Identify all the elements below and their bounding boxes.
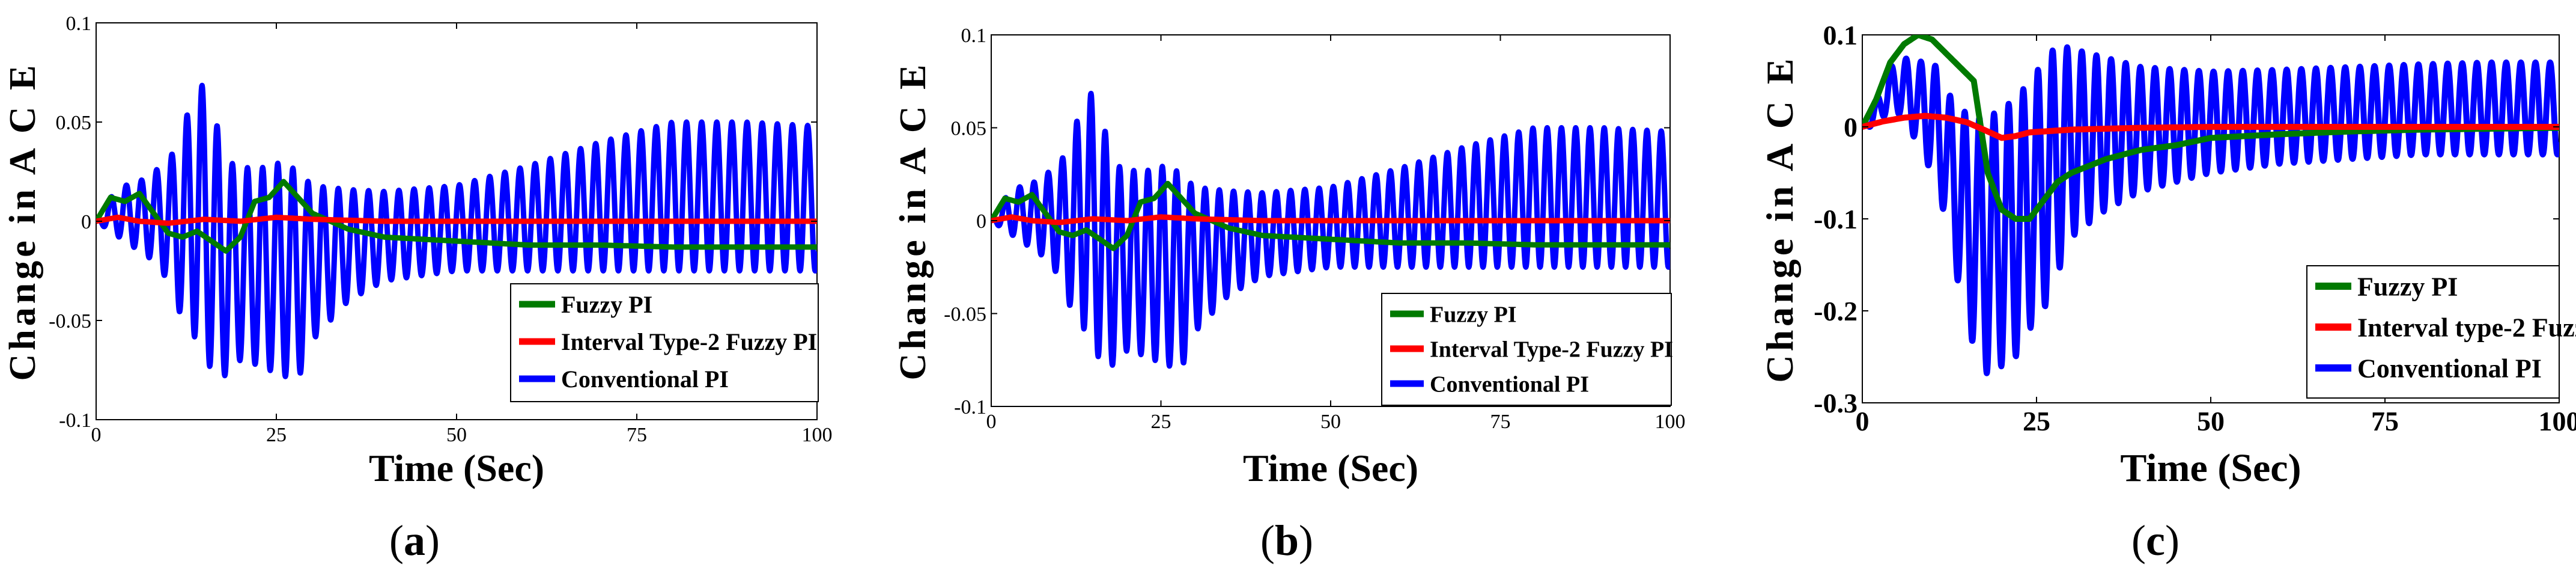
y-tick-label: -0.05 xyxy=(944,304,986,326)
legend-label: Interval type-2 Fuzzy PI xyxy=(2357,313,2576,342)
chart-panel-a: 0 25 50 75 100 -0.1 -0.05 0 0.05 0.1 Change in A C… xyxy=(2,13,833,489)
x-tick-label: 100 xyxy=(1655,411,1686,433)
caption-c-letter: c xyxy=(2145,516,2165,565)
legend-label: Conventional PI xyxy=(561,366,729,393)
series-line-fuzzy-pi xyxy=(991,180,1670,251)
series-line-fuzzy-pi xyxy=(96,179,817,254)
x-tick-label: 75 xyxy=(1490,411,1511,433)
legend-label: Interval Type-2 Fuzzy PI xyxy=(1430,337,1673,362)
y-axis-label: Change in A C E xyxy=(893,61,934,380)
series-line-interval-type2 xyxy=(96,214,817,226)
x-tick-label: 100 xyxy=(802,424,833,446)
x-tick-label: 75 xyxy=(627,424,647,446)
series-group xyxy=(1862,35,2559,376)
legend-label: Fuzzy PI xyxy=(2357,272,2458,301)
x-tick-label: 0 xyxy=(1856,406,1870,437)
legend-label: Conventional PI xyxy=(2357,354,2542,383)
y-tick-label: -0.3 xyxy=(1814,388,1858,418)
caption-a-open: ( xyxy=(389,516,404,565)
legend-box xyxy=(1381,293,1672,406)
y-tick-label: 0.1 xyxy=(66,13,92,35)
x-tick-label: 50 xyxy=(1320,411,1341,433)
caption-b-close: ) xyxy=(1299,516,1314,565)
legend-label: Conventional PI xyxy=(1430,372,1589,397)
y-axis-label: Change in A C E xyxy=(2,61,43,381)
x-tick-label: 25 xyxy=(2023,406,2050,437)
x-tick-label: 25 xyxy=(1151,411,1171,433)
series-line-interval-type2 xyxy=(991,214,1670,225)
caption-c-close: ) xyxy=(2164,516,2180,565)
caption-b-letter: b xyxy=(1274,516,1299,565)
y-tick-label: 0.1 xyxy=(961,25,987,47)
series-line-conventional-pi xyxy=(96,82,817,379)
y-tick-label: 0.05 xyxy=(951,118,987,140)
y-tick-label: 0 xyxy=(976,210,986,233)
x-tick-label: 50 xyxy=(446,424,467,446)
caption-c-open: ( xyxy=(2131,516,2146,565)
x-tick-label: 0 xyxy=(986,411,997,433)
legend-label: Fuzzy PI xyxy=(1430,302,1517,327)
y-tick-label: -0.1 xyxy=(954,396,986,418)
series-group xyxy=(96,82,817,379)
x-tick-label: 50 xyxy=(2197,406,2225,437)
x-axis-label: Time (Sec) xyxy=(1243,447,1418,489)
caption-a-letter: a xyxy=(403,516,425,565)
legend-label: Fuzzy PI xyxy=(561,291,652,318)
y-tick-label: -0.1 xyxy=(1814,204,1858,234)
legend-label: Interval Type-2 Fuzzy PI xyxy=(561,328,817,355)
caption-b: (b) xyxy=(1260,516,1313,566)
y-tick-label: 0 xyxy=(81,211,91,233)
y-tick-label: 0.05 xyxy=(56,112,92,134)
x-tick-label: 25 xyxy=(266,424,287,446)
chart-panel-c: 0 25 50 75 100 -0.3 -0.2 -0.1 0 0.1 Change in A C … xyxy=(1758,20,2576,490)
y-tick-label: -0.2 xyxy=(1814,296,1858,326)
series-line-interval-type2 xyxy=(1862,112,2559,141)
series-line-conventional-pi xyxy=(991,91,1670,369)
x-axis-label: Time (Sec) xyxy=(369,447,544,489)
x-tick-label: 100 xyxy=(2539,406,2576,437)
x-tick-label: 75 xyxy=(2371,406,2399,437)
y-tick-label: -0.05 xyxy=(49,310,91,332)
y-tick-label: 0.1 xyxy=(1823,20,1858,51)
x-tick-label: 0 xyxy=(91,424,102,446)
caption-a-close: ) xyxy=(425,516,440,565)
caption-a: (a) xyxy=(389,516,440,566)
caption-c: (c) xyxy=(2131,516,2180,566)
caption-b-open: ( xyxy=(1260,516,1275,565)
chart-panel-b: 0 25 50 75 100 -0.1 -0.05 0 0.05 0.1 Change in A C… xyxy=(893,25,1686,489)
series-group xyxy=(991,91,1670,369)
y-tick-label: -0.1 xyxy=(59,409,91,432)
x-axis-label: Time (Sec) xyxy=(2120,446,2301,490)
y-tick-label: 0 xyxy=(1844,112,1858,142)
y-axis-label: Change in A C E xyxy=(1758,55,1801,382)
legend-box xyxy=(510,283,819,402)
